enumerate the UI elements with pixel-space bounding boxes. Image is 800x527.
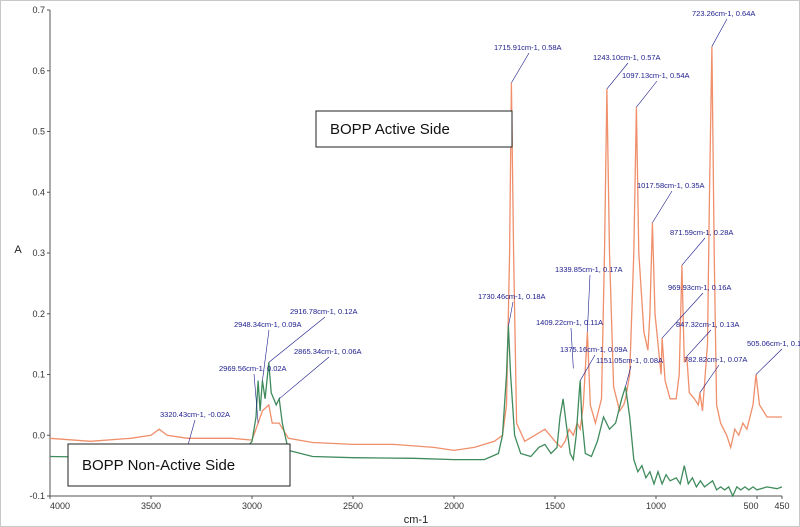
peak-annotation: 1730.46cm-1, 0.18A xyxy=(478,292,546,301)
annotation-leader xyxy=(587,274,591,332)
spectrum-lines xyxy=(49,46,783,498)
peak-annotation: 847.32cm-1, 0.13A xyxy=(676,320,739,329)
peak-annotation: 1339.85cm-1, 0.17A xyxy=(555,265,623,274)
annotation-leader xyxy=(652,190,673,223)
y-tick-label: 0.4 xyxy=(32,187,45,197)
peak-annotation: 2916.78cm-1, 0.12A xyxy=(290,307,358,316)
peak-annotation: 1151.05cm-1, 0.08A xyxy=(596,356,663,365)
x-tick-label: 2500 xyxy=(343,501,363,511)
sample-label: BOPP Non-Active Side xyxy=(82,457,235,474)
annotation-leader xyxy=(268,316,326,363)
peak-annotations: 723.26cm-1, 0.64A 1715.91cm-1, 0.58A 1243.… xyxy=(160,9,800,448)
spectrum-series-1 xyxy=(49,46,782,452)
annotation-leader xyxy=(686,329,712,357)
annotation-leader xyxy=(681,237,706,266)
annotation-leader xyxy=(262,329,270,381)
peak-annotation: 782.82cm-1, 0.07A xyxy=(684,355,747,364)
peak-annotation: 723.26cm-1, 0.64A xyxy=(692,9,755,18)
sample-labels: BOPP Active Side BOPP Non-Active Side xyxy=(67,110,513,487)
annotation-leader xyxy=(625,365,632,387)
x-tick-label: 450 xyxy=(774,501,789,511)
x-tick-label: 3000 xyxy=(242,501,262,511)
peak-annotation: 871.59cm-1, 0.28A xyxy=(670,228,733,237)
y-tick-label: 0.2 xyxy=(32,309,45,319)
y-tick-label: 0.3 xyxy=(32,248,45,258)
peak-annotation: 1715.91cm-1, 0.58A xyxy=(494,43,562,52)
peak-annotation: 1097.13cm-1, 0.54A xyxy=(622,71,690,80)
annotation-leader xyxy=(711,18,728,47)
chart-axes: -0.1 0.0 0.1 0.2 0.3 0.4 0.5 0.6 0.7 4000 3500 3000… xyxy=(14,5,789,526)
x-tick-label: 500 xyxy=(743,501,758,511)
spectrum-series-2 xyxy=(49,325,783,498)
sample-label: BOPP Active Side xyxy=(330,121,450,138)
x-axis-label: cm-1 xyxy=(404,514,428,526)
annotation-leader xyxy=(661,292,704,339)
peak-annotation: 1409.22cm-1, 0.11A xyxy=(536,318,603,327)
annotation-leader xyxy=(186,419,196,448)
peak-annotation: 969.93cm-1, 0.16A xyxy=(668,283,731,292)
x-tick-label: 1500 xyxy=(545,501,565,511)
peak-annotation: 1243.10cm-1, 0.57A xyxy=(593,53,661,62)
peak-annotation: 505.06cm-1, 0.10A xyxy=(747,339,800,348)
sample-label-box xyxy=(67,443,291,487)
y-tick-label: 0.1 xyxy=(32,370,45,380)
annotation-leader xyxy=(636,80,658,108)
annotation-leader xyxy=(699,364,720,393)
annotation-leader xyxy=(279,356,330,400)
y-axis-label: A xyxy=(14,244,22,256)
annotation-leader xyxy=(253,373,259,424)
x-tick-label: 2000 xyxy=(444,501,464,511)
peak-annotation: 1017.58cm-1, 0.35A xyxy=(637,181,705,190)
x-tick-label: 3500 xyxy=(141,501,161,511)
y-tick-label: 0.5 xyxy=(32,127,45,137)
annotation-leader xyxy=(755,348,783,375)
x-tick-label: 4000 xyxy=(50,501,70,511)
y-tick-label: 0.0 xyxy=(32,430,45,440)
peak-annotation: 2865.34cm-1, 0.06A xyxy=(294,347,362,356)
annotation-leader xyxy=(508,301,514,326)
y-tick-label: -0.1 xyxy=(29,491,45,501)
annotation-leader xyxy=(579,354,596,381)
sample-label-box xyxy=(315,110,513,148)
peak-annotation: 2948.34cm-1, 0.09A xyxy=(234,320,302,329)
annotation-leader xyxy=(606,62,629,90)
y-tick-label: 0.6 xyxy=(32,66,45,76)
peak-annotation: 1375.16cm-1, 0.09A xyxy=(560,345,628,354)
peak-annotation: 3320.43cm-1, -0.02A xyxy=(160,410,230,419)
annotation-leader xyxy=(570,327,574,369)
x-tick-label: 1000 xyxy=(646,501,666,511)
peak-annotation: 2969.56cm-1, 0.02A xyxy=(219,364,287,373)
y-tick-label: 0.7 xyxy=(32,5,45,15)
annotation-leader xyxy=(511,52,530,84)
